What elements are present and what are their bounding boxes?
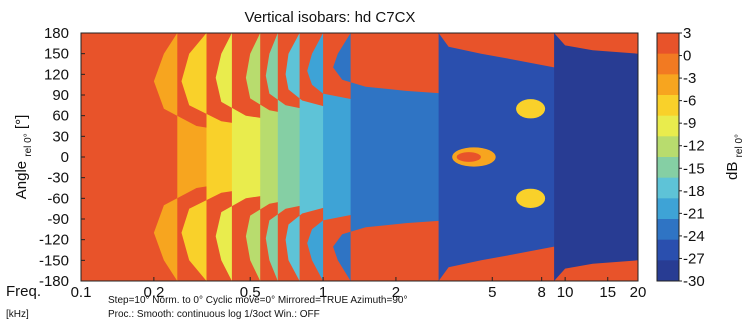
y-tick-label: -150 [39,252,69,269]
processing-note: Proc.: Smooth: continuous log 1/3oct Win… [108,309,320,320]
y-tick-label: 0 [61,149,69,166]
y-tick-label: -120 [39,232,69,249]
x-axis-label: Freq. [6,283,41,300]
colorbar-swatch [657,198,679,220]
y-tick-label: 90 [52,87,69,104]
colorbar-tick-label: -9 [683,115,696,132]
colorbar-swatch [657,74,679,96]
x-tick-label: 20 [630,284,647,301]
y-label-main: Angle [13,161,30,199]
colorbar-label-sub: rel 0° [734,134,745,157]
colorbar-swatch [657,177,679,199]
x-tick-label: 15 [599,284,616,301]
colorbar-tick-label: 0 [683,48,691,65]
contour-level-minus-30 [554,33,638,281]
y-tick-label: -60 [47,190,69,207]
y-label-unit: [°] [13,115,30,129]
x-tick-label: 1 [319,284,327,301]
chart-title: Vertical isobars: hd C7CX [245,9,416,26]
x-axis-unit: [kHz] [6,309,29,320]
colorbar-tick-label: -27 [683,250,705,267]
x-tick-label: 10 [557,284,574,301]
colorbar-tick-label: 3 [683,25,691,42]
y-axis-label: Angle rel 0° [°] [13,115,35,200]
contour-spot-1 [516,188,546,208]
colorbar-swatch [657,219,679,241]
x-tick-label: 0.5 [240,284,261,301]
y-label-sub: rel 0° [23,133,34,156]
plot-area [81,33,638,281]
colorbar-swatch [657,260,679,282]
colorbar-label: dB rel 0° [724,134,745,180]
colorbar-label-main: dB [724,162,741,180]
colorbar-tick-label: -24 [683,228,705,245]
colorbar-swatch [657,53,679,75]
svg-text:dB rel 0°: dB rel 0° [724,134,745,180]
y-tick-label: -90 [47,211,69,228]
x-tick-label: 5 [488,284,496,301]
colorbar-swatch [657,33,679,55]
x-axis: 0.1 0.2 0.5 1 2 5 8 10 15 20 [71,277,647,301]
y-tick-label: -180 [39,273,69,290]
y-tick-label: 150 [44,46,69,63]
colorbar-tick-label: -21 [683,205,705,222]
colorbar-swatch [657,136,679,158]
colorbar-swatch [657,239,679,261]
colorbar-tick-label: -15 [683,160,705,177]
colorbar-swatch [657,95,679,117]
contour-spot-0 [516,99,546,119]
x-tick-label: 8 [538,284,546,301]
y-tick-label: -30 [47,170,69,187]
svg-text:Angle rel 0° [°]: Angle rel 0° [°] [13,115,35,200]
y-tick-label: 30 [52,128,69,145]
colorbar-swatch [657,157,679,179]
y-tick-label: 60 [52,108,69,125]
x-tick-label: 2 [392,284,400,301]
colorbar-tick-label: -6 [683,93,696,110]
settings-note: Step=10° Norm. to 0° Cyclic move=0° Mirr… [108,295,407,306]
colorbar-swatch [657,115,679,137]
colorbar-tick-label: -12 [683,138,705,155]
colorbar-tick-label: -18 [683,183,705,200]
y-tick-label: 120 [44,66,69,83]
colorbar-tick-label: -30 [683,273,705,290]
colorbar-tick-label: -3 [683,70,696,87]
y-axis: 180 150 120 90 60 30 0 -30 -60 -90 -120 -150 -180 [39,25,85,290]
colorbar: 3 0 -3 -6 -9 -12 -15 -18 -21 -24 -27 -30 [656,25,705,290]
x-tick-label: 0.2 [143,284,164,301]
colorbar-frame [656,32,680,282]
contour-spot-3 [456,152,481,162]
x-tick-label: 0.1 [71,284,92,301]
y-tick-label: 180 [44,25,69,42]
